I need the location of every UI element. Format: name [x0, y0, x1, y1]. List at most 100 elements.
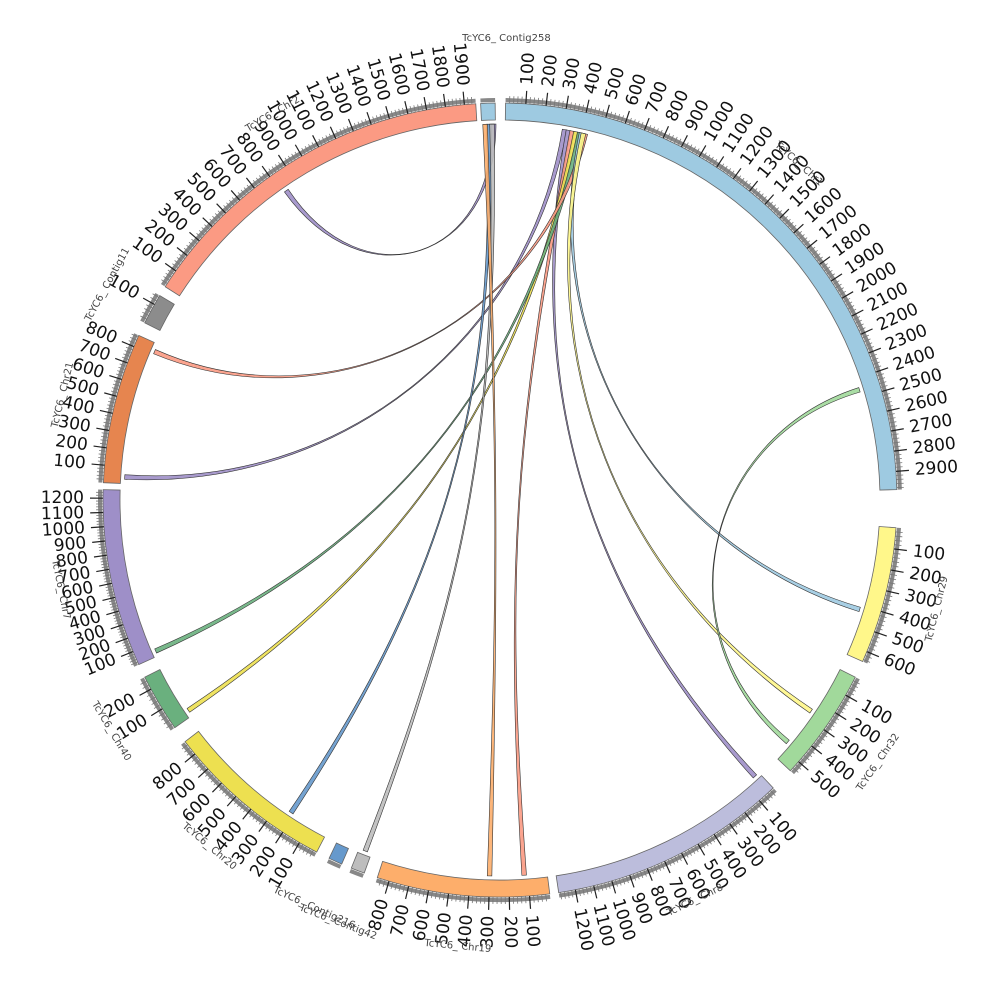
minor-tick	[729, 170, 735, 177]
minor-tick	[826, 270, 833, 275]
minor-tick	[103, 577, 111, 580]
ideogram-10	[102, 334, 155, 484]
chromosome-label: TcYC6_ Contig216	[271, 884, 357, 931]
minor-tick	[659, 129, 663, 137]
minor-tick	[785, 218, 791, 225]
major-tick	[764, 194, 775, 205]
minor-tick	[102, 425, 110, 428]
minor-tick	[750, 807, 756, 814]
minor-tick	[801, 237, 808, 243]
minor-tick	[285, 836, 290, 843]
major-tick	[189, 231, 200, 242]
minor-tick	[871, 357, 879, 361]
major-tick	[565, 95, 569, 109]
minor-tick	[811, 250, 818, 256]
minor-tick	[601, 109, 605, 117]
minor-tick	[814, 253, 821, 259]
tick-label: 200	[500, 916, 521, 949]
minor-tick	[736, 175, 742, 182]
minor-tick	[650, 867, 654, 874]
minor-tick	[455, 894, 457, 902]
minor-tick	[103, 421, 111, 424]
major-tick	[664, 860, 671, 874]
minor-tick	[795, 764, 802, 770]
minor-tick	[410, 887, 413, 895]
link-8	[712, 387, 861, 745]
minor-tick	[418, 888, 421, 896]
major-tick	[830, 273, 843, 282]
minor-tick	[197, 762, 203, 768]
minor-tick	[825, 725, 833, 731]
minor-tick	[809, 246, 816, 252]
minor-tick	[308, 144, 313, 151]
minor-tick	[615, 879, 618, 887]
minor-tick	[104, 414, 112, 418]
ideogram-6	[328, 842, 350, 865]
minor-tick	[761, 196, 767, 202]
minor-tick	[687, 849, 692, 856]
minor-tick	[878, 377, 886, 381]
minor-tick	[867, 346, 874, 350]
minor-tick	[885, 405, 893, 408]
major-tick	[96, 568, 110, 573]
major-tick	[758, 800, 769, 811]
minor-tick	[889, 577, 897, 581]
tick-label: 800	[55, 548, 90, 572]
minor-tick	[113, 616, 121, 619]
minor-tick	[287, 155, 293, 163]
minor-tick	[451, 98, 454, 106]
minor-tick	[402, 885, 406, 893]
major-tick	[425, 890, 430, 904]
minor-tick	[695, 148, 700, 155]
minor-tick	[390, 110, 394, 118]
minor-tick	[210, 777, 217, 783]
major-tick	[729, 823, 738, 835]
minor-tick	[716, 832, 722, 839]
minor-tick	[773, 207, 780, 213]
minor-tick	[621, 115, 624, 123]
minor-tick	[161, 716, 168, 721]
minor-tick	[414, 888, 417, 896]
link-0	[124, 128, 568, 481]
minor-tick	[165, 272, 172, 278]
minor-tick	[304, 145, 309, 153]
minor-tick	[97, 532, 105, 534]
minor-tick	[869, 643, 877, 647]
minor-tick	[127, 653, 135, 658]
minor-tick	[563, 891, 566, 899]
minor-tick	[115, 621, 123, 625]
minor-tick	[258, 818, 264, 825]
minor-tick	[196, 232, 203, 239]
minor-tick	[813, 742, 820, 748]
minor-tick	[205, 771, 211, 777]
major-tick	[329, 126, 337, 139]
minor-tick	[361, 120, 365, 128]
minor-tick	[828, 722, 835, 728]
minor-tick	[301, 147, 306, 155]
ideogram-layer	[98, 98, 902, 903]
tick-label: 100	[521, 914, 543, 948]
link-10	[288, 123, 492, 815]
minor-tick	[872, 361, 880, 365]
minor-tick	[98, 457, 106, 459]
minor-tick	[382, 879, 386, 887]
major-tick	[230, 190, 241, 201]
minor-tick	[252, 179, 258, 186]
minor-tick	[853, 680, 860, 685]
minor-tick	[119, 632, 127, 636]
major-tick	[258, 820, 268, 832]
minor-tick	[223, 205, 229, 211]
minor-tick	[841, 701, 848, 707]
minor-tick	[101, 563, 109, 566]
minor-tick	[243, 806, 249, 813]
minor-tick	[114, 618, 122, 622]
minor-tick	[849, 687, 857, 692]
minor-tick	[529, 97, 531, 105]
minor-tick	[761, 797, 768, 804]
minor-tick	[877, 623, 885, 627]
minor-tick	[647, 125, 652, 132]
minor-tick	[677, 854, 682, 862]
minor-tick	[747, 809, 753, 816]
minor-tick	[436, 100, 439, 108]
scale-band-2	[791, 677, 860, 775]
